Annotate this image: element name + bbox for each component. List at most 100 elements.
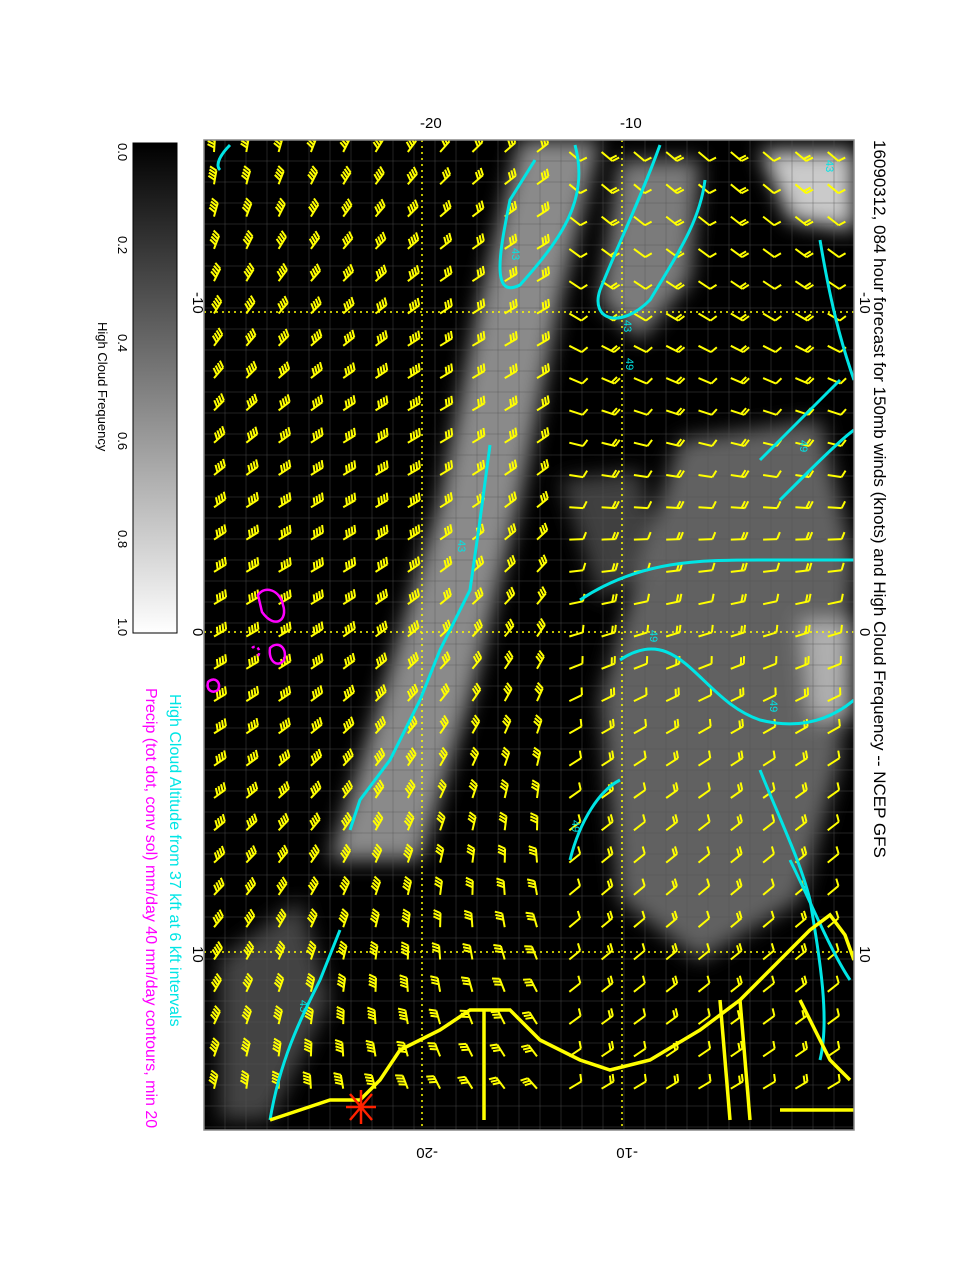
- wind-barb: [569, 500, 588, 510]
- legend-altitude: High Cloud Altitude from 37 kft at 6 kft…: [166, 694, 183, 1027]
- wind-barb: [730, 975, 743, 993]
- wind-barb: [407, 428, 421, 444]
- wind-barb: [374, 715, 387, 735]
- wind-barb: [277, 812, 290, 831]
- wind-barb: [600, 183, 620, 195]
- wind-barb: [666, 531, 684, 541]
- wind-barb: [697, 878, 711, 896]
- wind-barb: [794, 312, 815, 322]
- wind-barb: [568, 312, 589, 322]
- wind-barb: [210, 262, 222, 282]
- wind-barb: [333, 1072, 345, 1089]
- wind-barb: [407, 232, 420, 250]
- wind-barb: [488, 1076, 506, 1090]
- wind-barb: [762, 910, 775, 928]
- wind-barb: [471, 618, 483, 638]
- wind-barb: [697, 1073, 712, 1090]
- wind-barb: [827, 656, 842, 670]
- wind-barb: [302, 1071, 312, 1089]
- wind-barb: [762, 1040, 776, 1058]
- wind-barb: [536, 140, 550, 153]
- wind-barb: [494, 910, 506, 928]
- wind-barb: [436, 811, 446, 831]
- wind-barb: [397, 1007, 409, 1025]
- wind-barb: [213, 491, 227, 509]
- wind-barb: [665, 376, 686, 385]
- wind-barb: [601, 407, 621, 416]
- wind-barb: [439, 619, 452, 638]
- wind-barb: [827, 624, 843, 638]
- wind-barb: [245, 459, 259, 476]
- wind-barb: [601, 656, 616, 670]
- wind-barb: [310, 653, 324, 670]
- wind-barb: [213, 686, 228, 702]
- wind-barb: [827, 1040, 841, 1058]
- colorbar-gradient: [132, 142, 178, 634]
- wind-barb: [730, 1040, 744, 1058]
- wind-barb: [665, 624, 682, 638]
- wind-barb: [372, 811, 384, 831]
- contour-line: [216, 143, 232, 172]
- contour-line: [778, 428, 854, 502]
- wind-barb: [278, 717, 291, 735]
- wind-barb: [633, 151, 652, 162]
- wind-barb: [404, 779, 416, 799]
- wind-barb: [827, 750, 841, 767]
- lon-tick-left: 0: [189, 628, 206, 636]
- wind-barb: [504, 554, 516, 573]
- wind-barb: [762, 975, 776, 993]
- wind-barb: [536, 266, 551, 283]
- wind-barb: [633, 750, 647, 767]
- wind-barb: [698, 377, 718, 385]
- wind-barb: [730, 562, 748, 573]
- colorbar-label: High Cloud Frequency: [95, 322, 110, 452]
- wind-barb: [794, 750, 809, 767]
- wind-barb: [244, 876, 257, 896]
- wind-barb: [406, 166, 418, 185]
- wind-barb: [697, 975, 711, 993]
- wind-barb: [426, 1075, 441, 1090]
- border-path: [738, 999, 752, 1121]
- wind-barb: [827, 782, 841, 799]
- wind-barb: [633, 500, 653, 510]
- wind-barb: [520, 1077, 538, 1090]
- wind-barb: [213, 782, 227, 799]
- wind-barb: [795, 438, 815, 447]
- wind-barb: [568, 975, 582, 993]
- wind-barb: [633, 718, 648, 735]
- wind-barb: [428, 1008, 442, 1025]
- wind-barb: [569, 439, 589, 447]
- wind-barb: [213, 877, 225, 896]
- wind-barb: [762, 280, 782, 290]
- wind-barb: [730, 624, 747, 638]
- wind-barb: [471, 587, 484, 605]
- wind-barb: [310, 748, 323, 767]
- wind-barb: [795, 624, 811, 638]
- wind-barb: [532, 746, 542, 766]
- wind-barb: [503, 650, 514, 670]
- wind-barb: [277, 361, 291, 379]
- wind-barb: [245, 717, 259, 735]
- wind-barb: [431, 942, 442, 960]
- wind-barb: [762, 344, 783, 354]
- wind-barb: [489, 1043, 506, 1057]
- wind-barb: [600, 910, 614, 928]
- wind-barb: [794, 1073, 809, 1090]
- wind-barb: [633, 215, 653, 227]
- wind-barb: [601, 1040, 615, 1058]
- wind-barb: [601, 469, 621, 479]
- wind-barb: [273, 972, 285, 993]
- wind-barb: [600, 215, 620, 227]
- wind-barb: [471, 459, 486, 476]
- wind-barb: [310, 361, 323, 379]
- wind-barb: [240, 165, 252, 185]
- map-panel: [203, 139, 855, 1131]
- wind-barb: [439, 524, 453, 541]
- wind-barb: [665, 312, 685, 322]
- wind-barb: [310, 716, 323, 735]
- wind-barb: [342, 557, 357, 573]
- wind-barb: [278, 589, 292, 606]
- contour-label: 43: [621, 320, 633, 332]
- wind-barb: [365, 1039, 377, 1057]
